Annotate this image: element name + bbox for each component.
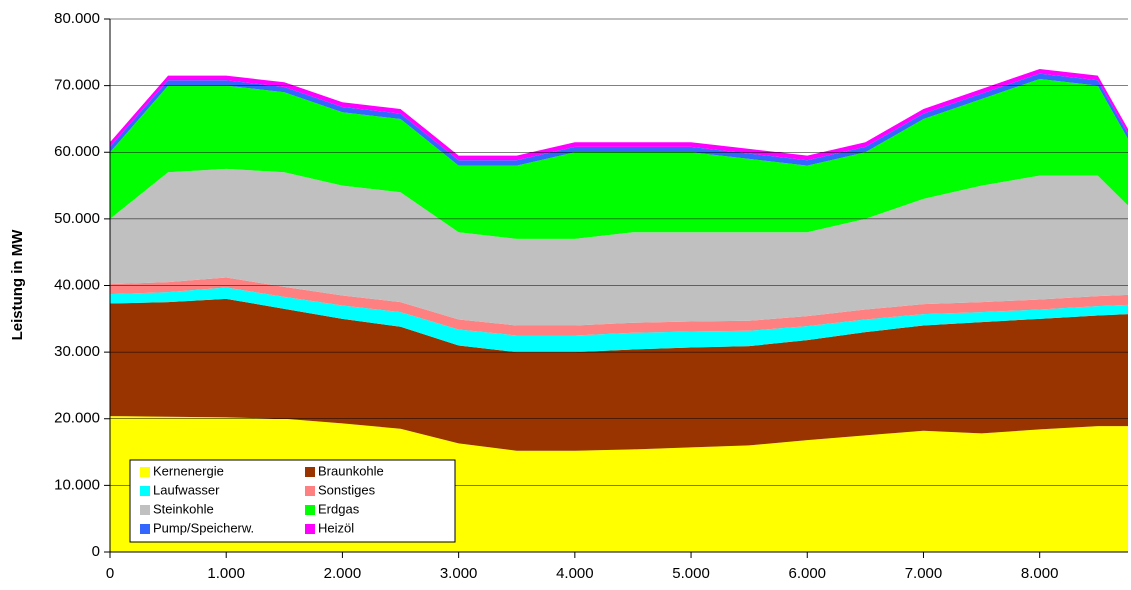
y-tick-label: 10.000: [54, 476, 100, 493]
y-axis-label: Leistung in MW: [9, 229, 26, 341]
area: [110, 168, 1128, 326]
area: [110, 298, 1128, 451]
legend-swatch: [305, 524, 315, 534]
legend-label: Sonstiges: [318, 482, 376, 497]
legend-label: Kernenergie: [153, 463, 224, 478]
legend-swatch: [140, 505, 150, 515]
y-tick-label: 80.000: [54, 10, 100, 27]
y-tick-label: 40.000: [54, 276, 100, 293]
x-tick-label: 7.000: [905, 565, 943, 582]
x-tick-label: 4.000: [556, 565, 594, 582]
legend-box: [129, 459, 456, 543]
legend-label: Steinkohle: [153, 501, 214, 516]
legend-swatch: [305, 486, 315, 496]
x-tick-label: 3.000: [440, 565, 478, 582]
x-tick-label: 5.000: [672, 565, 710, 582]
legend-swatch: [140, 467, 150, 477]
y-tick-label: 50.000: [54, 210, 100, 227]
y-tick-label: 60.000: [54, 143, 100, 160]
area: [110, 287, 1128, 353]
y-tick-label: 0: [92, 543, 100, 560]
area: [110, 68, 1128, 161]
y-tick-label: 70.000: [54, 77, 100, 94]
legend-swatch: [140, 524, 150, 534]
legend-label: Heizöl: [318, 520, 354, 535]
legend-swatch: [305, 467, 315, 477]
area: [110, 73, 1128, 166]
x-tick-label: 6.000: [788, 565, 826, 582]
x-tick-label: 1.000: [207, 565, 245, 582]
y-tick-label: 20.000: [54, 410, 100, 427]
legend-label: Laufwasser: [153, 482, 220, 497]
legend-label: Braunkohle: [318, 463, 384, 478]
x-tick-label: 0: [106, 565, 114, 582]
legend: Kernenergie Braunkohle Laufwasser Sonstiges…: [129, 459, 456, 543]
axes: 0 10.000 20.000 30.000 40.000 50.000 60.000 70.…: [54, 10, 1128, 582]
legend-label: Erdgas: [318, 501, 360, 516]
x-tick-label: 8.000: [1021, 565, 1059, 582]
y-tick-label: 30.000: [54, 343, 100, 360]
legend-swatch: [305, 505, 315, 515]
area: [110, 277, 1128, 336]
x-tick-label: 2.000: [324, 565, 362, 582]
legend-swatch: [140, 486, 150, 496]
area: [110, 78, 1128, 239]
legend-label: Pump/Speicherw.: [153, 520, 254, 535]
